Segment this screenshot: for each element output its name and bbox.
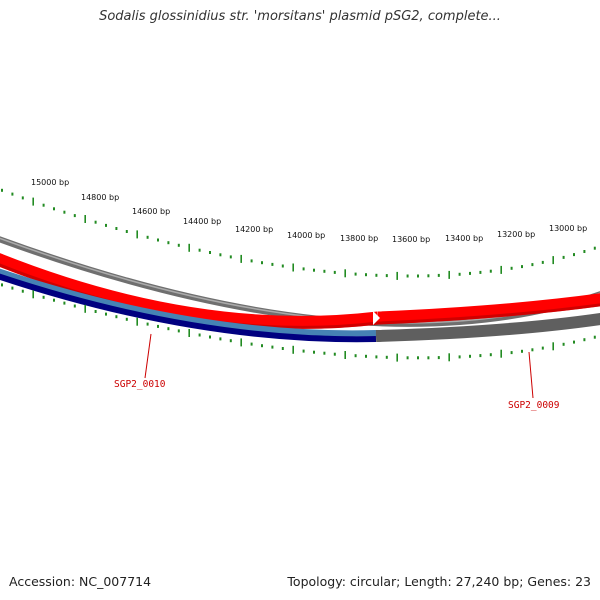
tick-label-13000: 13000 bp [549,224,587,233]
scale-tick-labels: 15000 bp 14800 bp 14600 bp 14400 bp 1420… [31,178,587,244]
tick-label-13600: 13600 bp [392,235,430,244]
gene-leader-line-sgp2-0009 [528,351,534,399]
tick-label-14800: 14800 bp [81,193,119,202]
gene-leader-line-sgp2-0010 [144,333,152,379]
outer-minor-ticks [1,188,596,278]
topology-summary-text: Topology: circular; Length: 27,240 bp; G… [287,574,591,589]
outer-tick-ring: 15000 bp 14800 bp 14600 bp 14400 bp 1420… [1,178,596,280]
gene-label-sgp2-0009: SGP2_0009 [508,400,560,411]
tick-label-13400: 13400 bp [445,234,483,243]
tick-label-13800: 13800 bp [340,234,378,243]
tick-label-14200: 14200 bp [235,225,273,234]
inner-minor-ticks [1,283,596,360]
tick-label-13200: 13200 bp [497,230,535,239]
inner-tick-ring [1,283,596,362]
gene-arc-forward-right-shade [377,303,600,325]
gene-arc-steelblue [0,268,377,337]
gene-label-sgp2-0010: SGP2_0010 [114,379,166,390]
page-title: Sodalis glossinidius str. 'morsitans' pl… [99,9,501,24]
gene-arc-navy [0,273,377,343]
outer-major-ticks [32,197,555,280]
gene-arc-forward-right [377,293,600,325]
reverse-strand-track [0,268,600,343]
tick-label-14400: 14400 bp [183,217,221,226]
forward-strand-track [0,253,600,329]
gene-labels: SGP2_0010 SGP2_0009 [114,333,560,411]
tick-label-14600: 14600 bp [132,207,170,216]
tick-label-14000: 14000 bp [287,231,325,240]
tick-label-15000: 15000 bp [31,178,69,187]
accession-text: Accession: NC_007714 [9,574,152,589]
gene-arc-forward-left [0,253,379,329]
gene-arc-gray [375,312,600,342]
gene-boundary-arrow [373,311,380,325]
inner-major-ticks [32,290,555,362]
